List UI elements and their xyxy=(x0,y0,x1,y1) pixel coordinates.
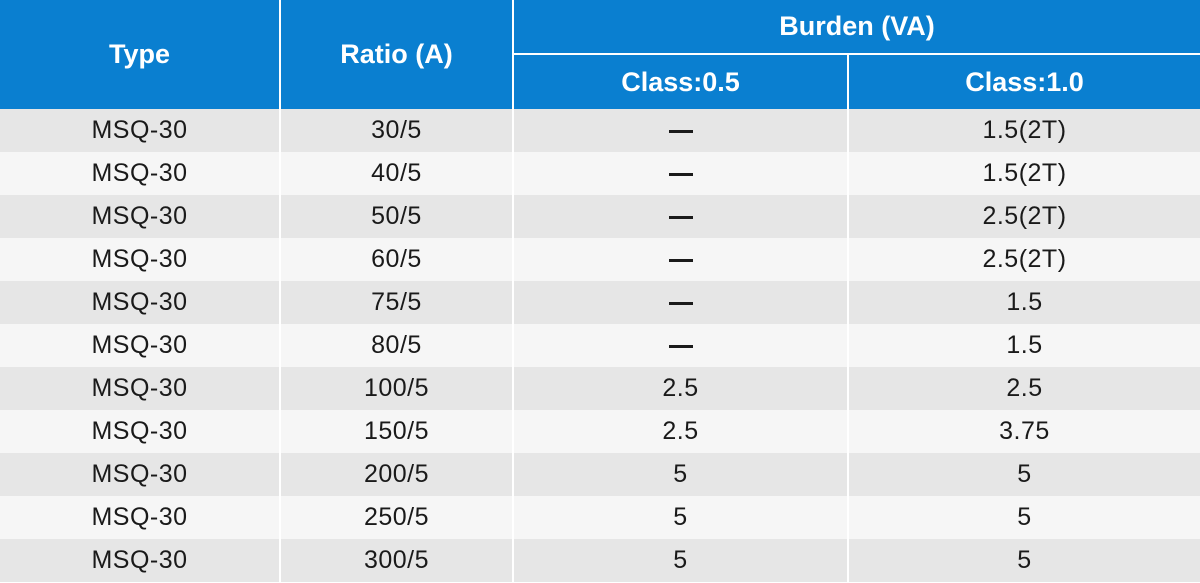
table-row: MSQ-30 60/5 2.5(2T) xyxy=(0,238,1200,281)
table-row: MSQ-30 300/5 5 5 xyxy=(0,539,1200,582)
cell-type: MSQ-30 xyxy=(0,539,280,582)
cell-class-1-0: 2.5(2T) xyxy=(847,238,1200,281)
cell-class-1-0: 2.5(2T) xyxy=(847,195,1200,238)
cell-class-0-5 xyxy=(512,152,848,195)
cell-class-1-0: 1.5(2T) xyxy=(847,109,1200,152)
table-row: MSQ-30 200/5 5 5 xyxy=(0,453,1200,496)
cell-ratio: 75/5 xyxy=(279,281,513,324)
cell-class-0-5 xyxy=(512,195,848,238)
dash-mark xyxy=(668,258,693,262)
cell-ratio: 60/5 xyxy=(279,238,513,281)
cell-type: MSQ-30 xyxy=(0,152,280,195)
cell-class-0-5 xyxy=(512,238,848,281)
cell-ratio: 100/5 xyxy=(279,367,513,410)
cell-type: MSQ-30 xyxy=(0,410,280,453)
cell-class-1-0: 3.75 xyxy=(847,410,1200,453)
cell-type: MSQ-30 xyxy=(0,238,280,281)
cell-type: MSQ-30 xyxy=(0,281,280,324)
dash-mark xyxy=(668,344,693,348)
table-row: MSQ-30 75/5 1.5 xyxy=(0,281,1200,324)
header-ratio: Ratio (A) xyxy=(279,0,513,109)
table-row: MSQ-30 50/5 2.5(2T) xyxy=(0,195,1200,238)
cell-ratio: 30/5 xyxy=(279,109,513,152)
cell-ratio: 150/5 xyxy=(279,410,513,453)
header-class-0-5: Class:0.5 xyxy=(512,54,848,109)
cell-class-1-0: 5 xyxy=(847,539,1200,582)
dash-mark xyxy=(668,129,693,133)
cell-class-0-5 xyxy=(512,281,848,324)
cell-class-0-5 xyxy=(512,324,848,367)
cell-ratio: 80/5 xyxy=(279,324,513,367)
cell-class-1-0: 1.5 xyxy=(847,324,1200,367)
dash-mark xyxy=(668,215,693,219)
cell-class-0-5: 5 xyxy=(512,496,848,539)
cell-class-1-0: 1.5(2T) xyxy=(847,152,1200,195)
cell-type: MSQ-30 xyxy=(0,453,280,496)
table-row: MSQ-30 80/5 1.5 xyxy=(0,324,1200,367)
cell-class-1-0: 5 xyxy=(847,453,1200,496)
cell-class-1-0: 1.5 xyxy=(847,281,1200,324)
cell-type: MSQ-30 xyxy=(0,109,280,152)
cell-class-1-0: 5 xyxy=(847,496,1200,539)
cell-class-0-5: 5 xyxy=(512,539,848,582)
dash-mark xyxy=(668,301,693,305)
cell-type: MSQ-30 xyxy=(0,367,280,410)
cell-type: MSQ-30 xyxy=(0,324,280,367)
cell-ratio: 200/5 xyxy=(279,453,513,496)
cell-ratio: 50/5 xyxy=(279,195,513,238)
cell-class-1-0: 2.5 xyxy=(847,367,1200,410)
cell-ratio: 250/5 xyxy=(279,496,513,539)
table-row: MSQ-30 100/5 2.5 2.5 xyxy=(0,367,1200,410)
table-header: Type Ratio (A) Burden (VA) Class:0.5 Cla… xyxy=(0,0,1200,109)
header-class-1-0: Class:1.0 xyxy=(847,54,1200,109)
cell-ratio: 40/5 xyxy=(279,152,513,195)
header-type: Type xyxy=(0,0,280,109)
cell-ratio: 300/5 xyxy=(279,539,513,582)
table-row: MSQ-30 30/5 1.5(2T) xyxy=(0,109,1200,152)
table-row: MSQ-30 150/5 2.5 3.75 xyxy=(0,410,1200,453)
cell-type: MSQ-30 xyxy=(0,195,280,238)
table-body: MSQ-30 30/5 1.5(2T) MSQ-30 40/5 1.5(2T) MSQ-30… xyxy=(0,109,1200,582)
cell-class-0-5: 2.5 xyxy=(512,367,848,410)
table-row: MSQ-30 40/5 1.5(2T) xyxy=(0,152,1200,195)
dash-mark xyxy=(668,172,693,176)
cell-type: MSQ-30 xyxy=(0,496,280,539)
cell-class-0-5 xyxy=(512,109,848,152)
table-row: MSQ-30 250/5 5 5 xyxy=(0,496,1200,539)
header-burden: Burden (VA) xyxy=(512,0,1200,55)
cell-class-0-5: 2.5 xyxy=(512,410,848,453)
cell-class-0-5: 5 xyxy=(512,453,848,496)
